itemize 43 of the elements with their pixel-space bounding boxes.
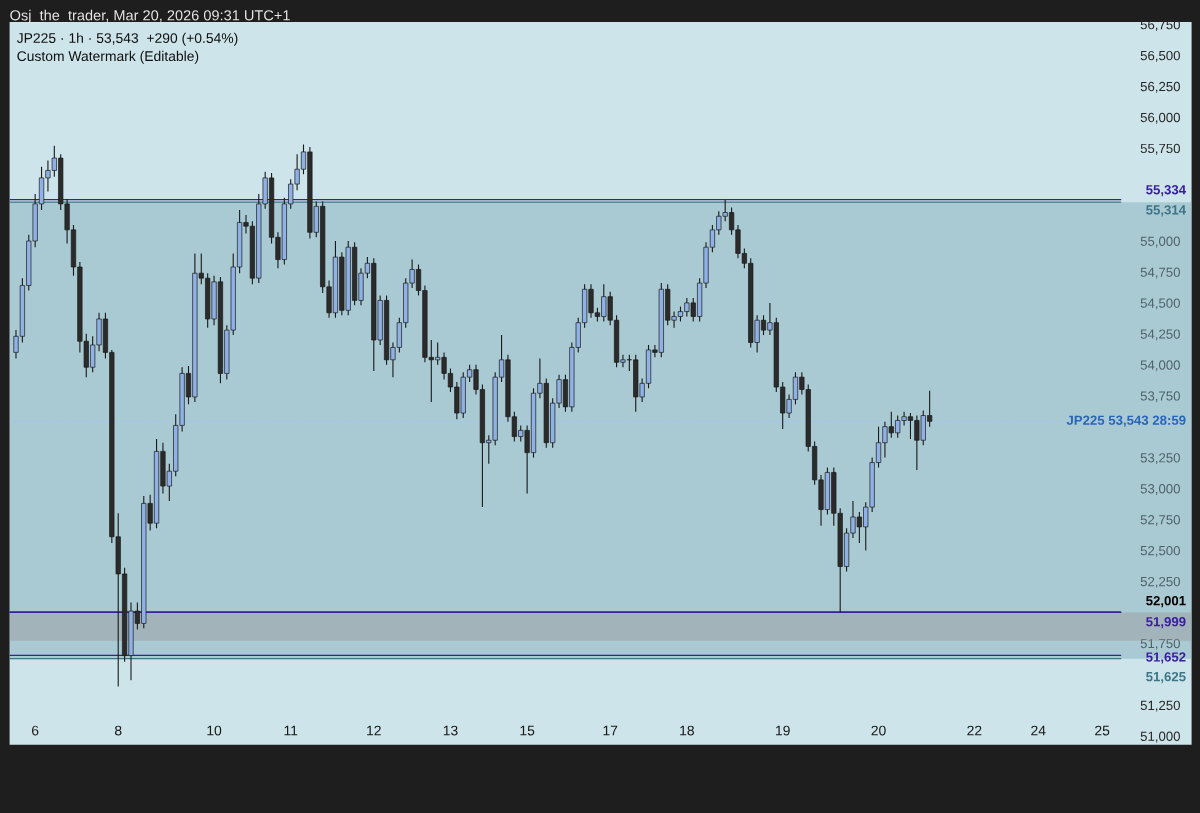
y-tick-label: 52,500 (1140, 545, 1180, 557)
y-tick-label: 56,250 (1140, 81, 1180, 93)
ref-line-label: JP225 53,543 28:59 (1066, 415, 1186, 427)
text: JP225 · 1h · 53,543 +290 (+0.54%) (16, 32, 238, 46)
y-tick-label: 56,750 (1140, 19, 1180, 31)
x-tick-label: 15 (520, 725, 535, 736)
x-tick-label: 22 (967, 725, 982, 736)
y-tick-label: 51,750 (1140, 638, 1180, 650)
y-tick-label: 54,000 (1140, 360, 1180, 372)
ref-line-label: 51,625 (1146, 671, 1186, 684)
x-tick-label: 24 (1031, 725, 1046, 736)
ref-line-label: 52,001 (1146, 595, 1186, 608)
x-tick-label: 10 (207, 725, 222, 736)
y-tick-label: 51,250 (1140, 700, 1180, 712)
y-tick-label: 51,000 (1140, 731, 1180, 743)
y-tick-label: 53,750 (1140, 391, 1180, 403)
x-tick-label: 13 (443, 725, 458, 736)
y-tick-label: 56,000 (1140, 112, 1180, 124)
y-tick-label: 53,000 (1140, 484, 1180, 495)
ref-line-label: 51,999 (1146, 616, 1186, 629)
ref-line-label: 55,334 (1146, 185, 1186, 197)
x-tick-label: 25 (1095, 725, 1110, 736)
x-tick-label: 17 (603, 725, 618, 736)
x-tick-label: 6 (32, 725, 39, 736)
y-tick-label: 52,750 (1140, 515, 1180, 526)
y-tick-label: 56,500 (1140, 50, 1180, 62)
x-tick-label: 18 (680, 725, 694, 736)
y-tick-label: 52,250 (1140, 576, 1180, 588)
y-tick-label: 55,000 (1140, 236, 1180, 248)
x-tick-label: 19 (776, 725, 790, 736)
y-tick-label: 54,750 (1140, 267, 1180, 279)
y-tick-label: 53,250 (1140, 453, 1180, 465)
y-tick-label: 54,250 (1140, 329, 1180, 341)
x-tick-label: 11 (284, 725, 298, 736)
x-tick-label: 8 (114, 725, 122, 736)
annotation: Osj_the_trader, Mar 20, 2026 09:31 UTC+1 (10, 9, 290, 24)
ref-line-label: 51,652 (1146, 652, 1186, 664)
x-tick-label: 20 (871, 725, 886, 736)
y-tick-label: 55,750 (1140, 143, 1180, 155)
x-tick-label: 12 (367, 725, 381, 736)
ref-line-label: 55,314 (1146, 205, 1186, 217)
y-tick-label: 54,500 (1140, 298, 1180, 310)
text: Custom Watermark (Editable) (17, 50, 199, 64)
